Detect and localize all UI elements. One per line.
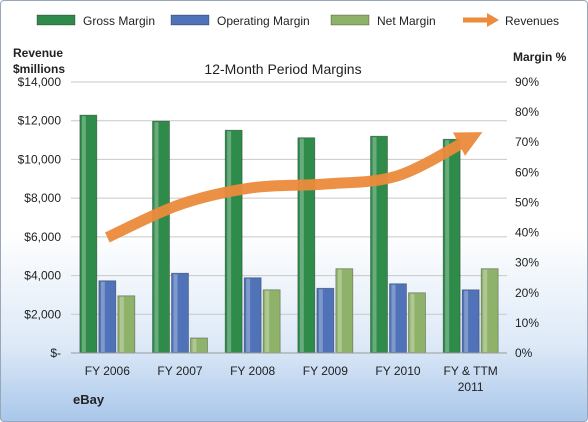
right-tick-label: 0%	[515, 346, 533, 360]
right-axis-title: Margin %	[513, 50, 567, 64]
legend-swatch-gross-margin	[36, 14, 76, 26]
right-tick-label: 20%	[515, 286, 539, 300]
left-tick-label: $6,000	[24, 230, 61, 244]
left-tick-label: $10,000	[18, 152, 62, 166]
bar-highlight	[265, 290, 270, 352]
bar-highlight	[445, 140, 450, 352]
left-axis-title-line2: $millions	[13, 62, 65, 76]
gridlines	[71, 81, 507, 354]
chart-title: 12-Month Period Margins	[204, 61, 361, 77]
x-tick-label: FY 2006	[85, 364, 130, 378]
bars-group	[71, 114, 507, 354]
legend-swatch-operating-margin	[170, 14, 210, 26]
left-axis-title-line1: Revenue	[13, 46, 63, 60]
x-tick-label-line2: 2011	[458, 380, 484, 394]
legend-swatch-net-margin	[330, 14, 370, 26]
bar-highlight	[154, 122, 159, 353]
bar-highlight	[173, 274, 178, 352]
left-tick-label: $14,000	[18, 75, 62, 89]
x-tick-label: FY 2009	[303, 364, 348, 378]
right-tick-label: 10%	[515, 316, 539, 330]
right-tick-label: 60%	[515, 165, 539, 179]
left-axis-ticks: $- $2,000 $4,000 $6,000 $8,000 $10,000 $12,000…	[18, 75, 62, 360]
x-axis-ticks: FY 2006 FY 2007 FY 2008 FY 2009 FY 2010 FY & …	[85, 364, 498, 394]
x-tick-label: FY 2008	[230, 364, 275, 378]
revenue-line-group	[105, 132, 483, 243]
bar-highlight	[100, 281, 105, 352]
revenue-line	[105, 132, 483, 243]
x-tick-label: FY 2007	[157, 364, 202, 378]
bar-highlight	[483, 269, 488, 352]
bar-highlight	[119, 296, 124, 352]
bar-highlight	[464, 290, 469, 352]
legend: Gross Margin Operating Margin Net Margin Re…	[36, 13, 559, 28]
left-tick-label: $2,000	[24, 307, 61, 321]
x-tick-label: FY 2010	[375, 364, 420, 378]
right-axis-ticks: 0% 10% 20% 30% 40% 50% 60% 70% 80% 90%	[515, 75, 539, 360]
legend-label: Gross Margin	[83, 14, 155, 28]
right-tick-label: 70%	[515, 135, 539, 149]
right-tick-label: 40%	[515, 226, 539, 240]
bar-highlight	[318, 289, 323, 352]
right-tick-label: 90%	[515, 75, 539, 89]
x-tick-label: FY & TTM	[444, 364, 498, 378]
bar-highlight	[192, 338, 197, 352]
company-label: eBay	[73, 392, 105, 407]
legend-label: Operating Margin	[217, 14, 310, 28]
legend-label: Net Margin	[377, 14, 436, 28]
bar-highlight	[391, 284, 396, 352]
bar-highlight	[410, 293, 415, 352]
left-tick-label: $-	[50, 346, 61, 360]
bar-highlight	[337, 269, 342, 352]
right-tick-label: 80%	[515, 105, 539, 119]
left-tick-label: $8,000	[24, 191, 61, 205]
bar-highlight	[372, 137, 377, 352]
legend-arrowhead	[487, 13, 499, 27]
left-tick-label: $12,000	[18, 114, 62, 128]
legend-label: Revenues	[505, 14, 559, 28]
bar-highlight	[81, 116, 86, 352]
bar-highlight	[246, 278, 251, 352]
right-tick-label: 30%	[515, 256, 539, 270]
right-tick-label: 50%	[515, 195, 539, 209]
left-tick-label: $4,000	[24, 269, 61, 283]
bar-highlight	[299, 138, 304, 352]
bar-highlight	[227, 131, 232, 352]
